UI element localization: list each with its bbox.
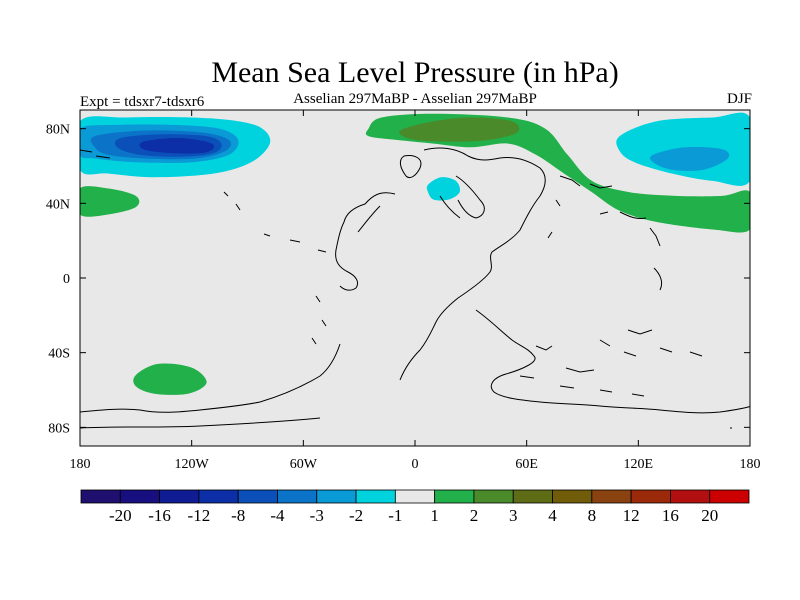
colorbar-label: -20: [109, 506, 132, 525]
y-tick-label: 40N: [46, 197, 70, 212]
contour-north-pacific-low-8: [139, 138, 215, 154]
colorbar-label: -12: [188, 506, 211, 525]
colorbar-swatch: [709, 489, 750, 504]
period-label: Asselian 297MaBP - Asselian 297MaBP: [293, 91, 537, 107]
contour-north-atlantic-high: [80, 186, 140, 217]
season-label: DJF: [727, 91, 752, 107]
experiment-label: Expt = tdsxr7-tdsxr6: [80, 94, 205, 110]
colorbar-label: 4: [548, 506, 557, 525]
contour-arctic-high-2: [399, 117, 520, 142]
x-tick-label: 60W: [290, 457, 318, 472]
colorbar-label: -3: [310, 506, 324, 525]
colorbar: -20 -16 -12 -8 -4 -3 -2 -1 1 2 3 4 8 12 16 20: [80, 489, 750, 525]
x-tick-label: 0: [412, 457, 419, 472]
colorbar-swatch: [119, 489, 160, 504]
colorbar-label: 2: [470, 506, 479, 525]
x-tick-label: 180: [740, 457, 761, 472]
colorbar-swatch: [237, 489, 278, 504]
contour-south-pacific-high: [133, 363, 207, 395]
y-tick-label: 80N: [46, 123, 70, 138]
colorbar-swatch: [630, 489, 671, 504]
x-tick-label: 120W: [175, 457, 210, 472]
colorbar-label: -16: [148, 506, 171, 525]
colorbar-label: -1: [388, 506, 402, 525]
colorbar-label: 3: [509, 506, 518, 525]
contour-arctic-high-outer: [365, 113, 750, 233]
x-axis: 180 120W 60W 0 60E 120E 180: [70, 110, 761, 472]
colorbar-swatch: [159, 489, 200, 504]
y-tick-label: 0: [63, 272, 70, 287]
colorbar-label: 8: [588, 506, 597, 525]
contour-europe-low: [426, 177, 461, 201]
colorbar-swatch: [670, 489, 711, 504]
y-tick-label: 80S: [48, 421, 70, 436]
y-tick-label: 40S: [48, 347, 70, 362]
coastlines: [80, 147, 750, 429]
colorbar-swatch: [434, 489, 475, 504]
colorbar-label: 12: [623, 506, 640, 525]
colorbar-swatch: [198, 489, 239, 504]
colorbar-swatch: [80, 489, 121, 504]
contour-east-asia-low-2: [649, 146, 730, 171]
colorbar-label: 20: [701, 506, 718, 525]
colorbar-swatch: [316, 489, 357, 504]
colorbar-label: -4: [270, 506, 285, 525]
x-tick-label: 60E: [515, 457, 538, 472]
x-tick-label: 120E: [624, 457, 654, 472]
colorbar-swatch: [591, 489, 632, 504]
colorbar-swatch: [355, 489, 396, 504]
colorbar-swatch: [473, 489, 514, 504]
colorbar-swatch: [277, 489, 318, 504]
colorbar-label: -2: [349, 506, 363, 525]
chart-title: Mean Sea Level Pressure (in hPa): [211, 56, 618, 89]
pressure-contours: [80, 112, 750, 395]
colorbar-swatch: [552, 489, 593, 504]
colorbar-swatch: [512, 489, 553, 504]
x-tick-label: 180: [70, 457, 91, 472]
colorbar-label: -8: [231, 506, 245, 525]
colorbar-label: 1: [430, 506, 439, 525]
map-plot: [80, 110, 750, 446]
colorbar-swatch: [394, 489, 436, 504]
colorbar-label: 16: [662, 506, 679, 525]
y-axis: 80N 40N 0 40S 80S: [46, 123, 750, 436]
